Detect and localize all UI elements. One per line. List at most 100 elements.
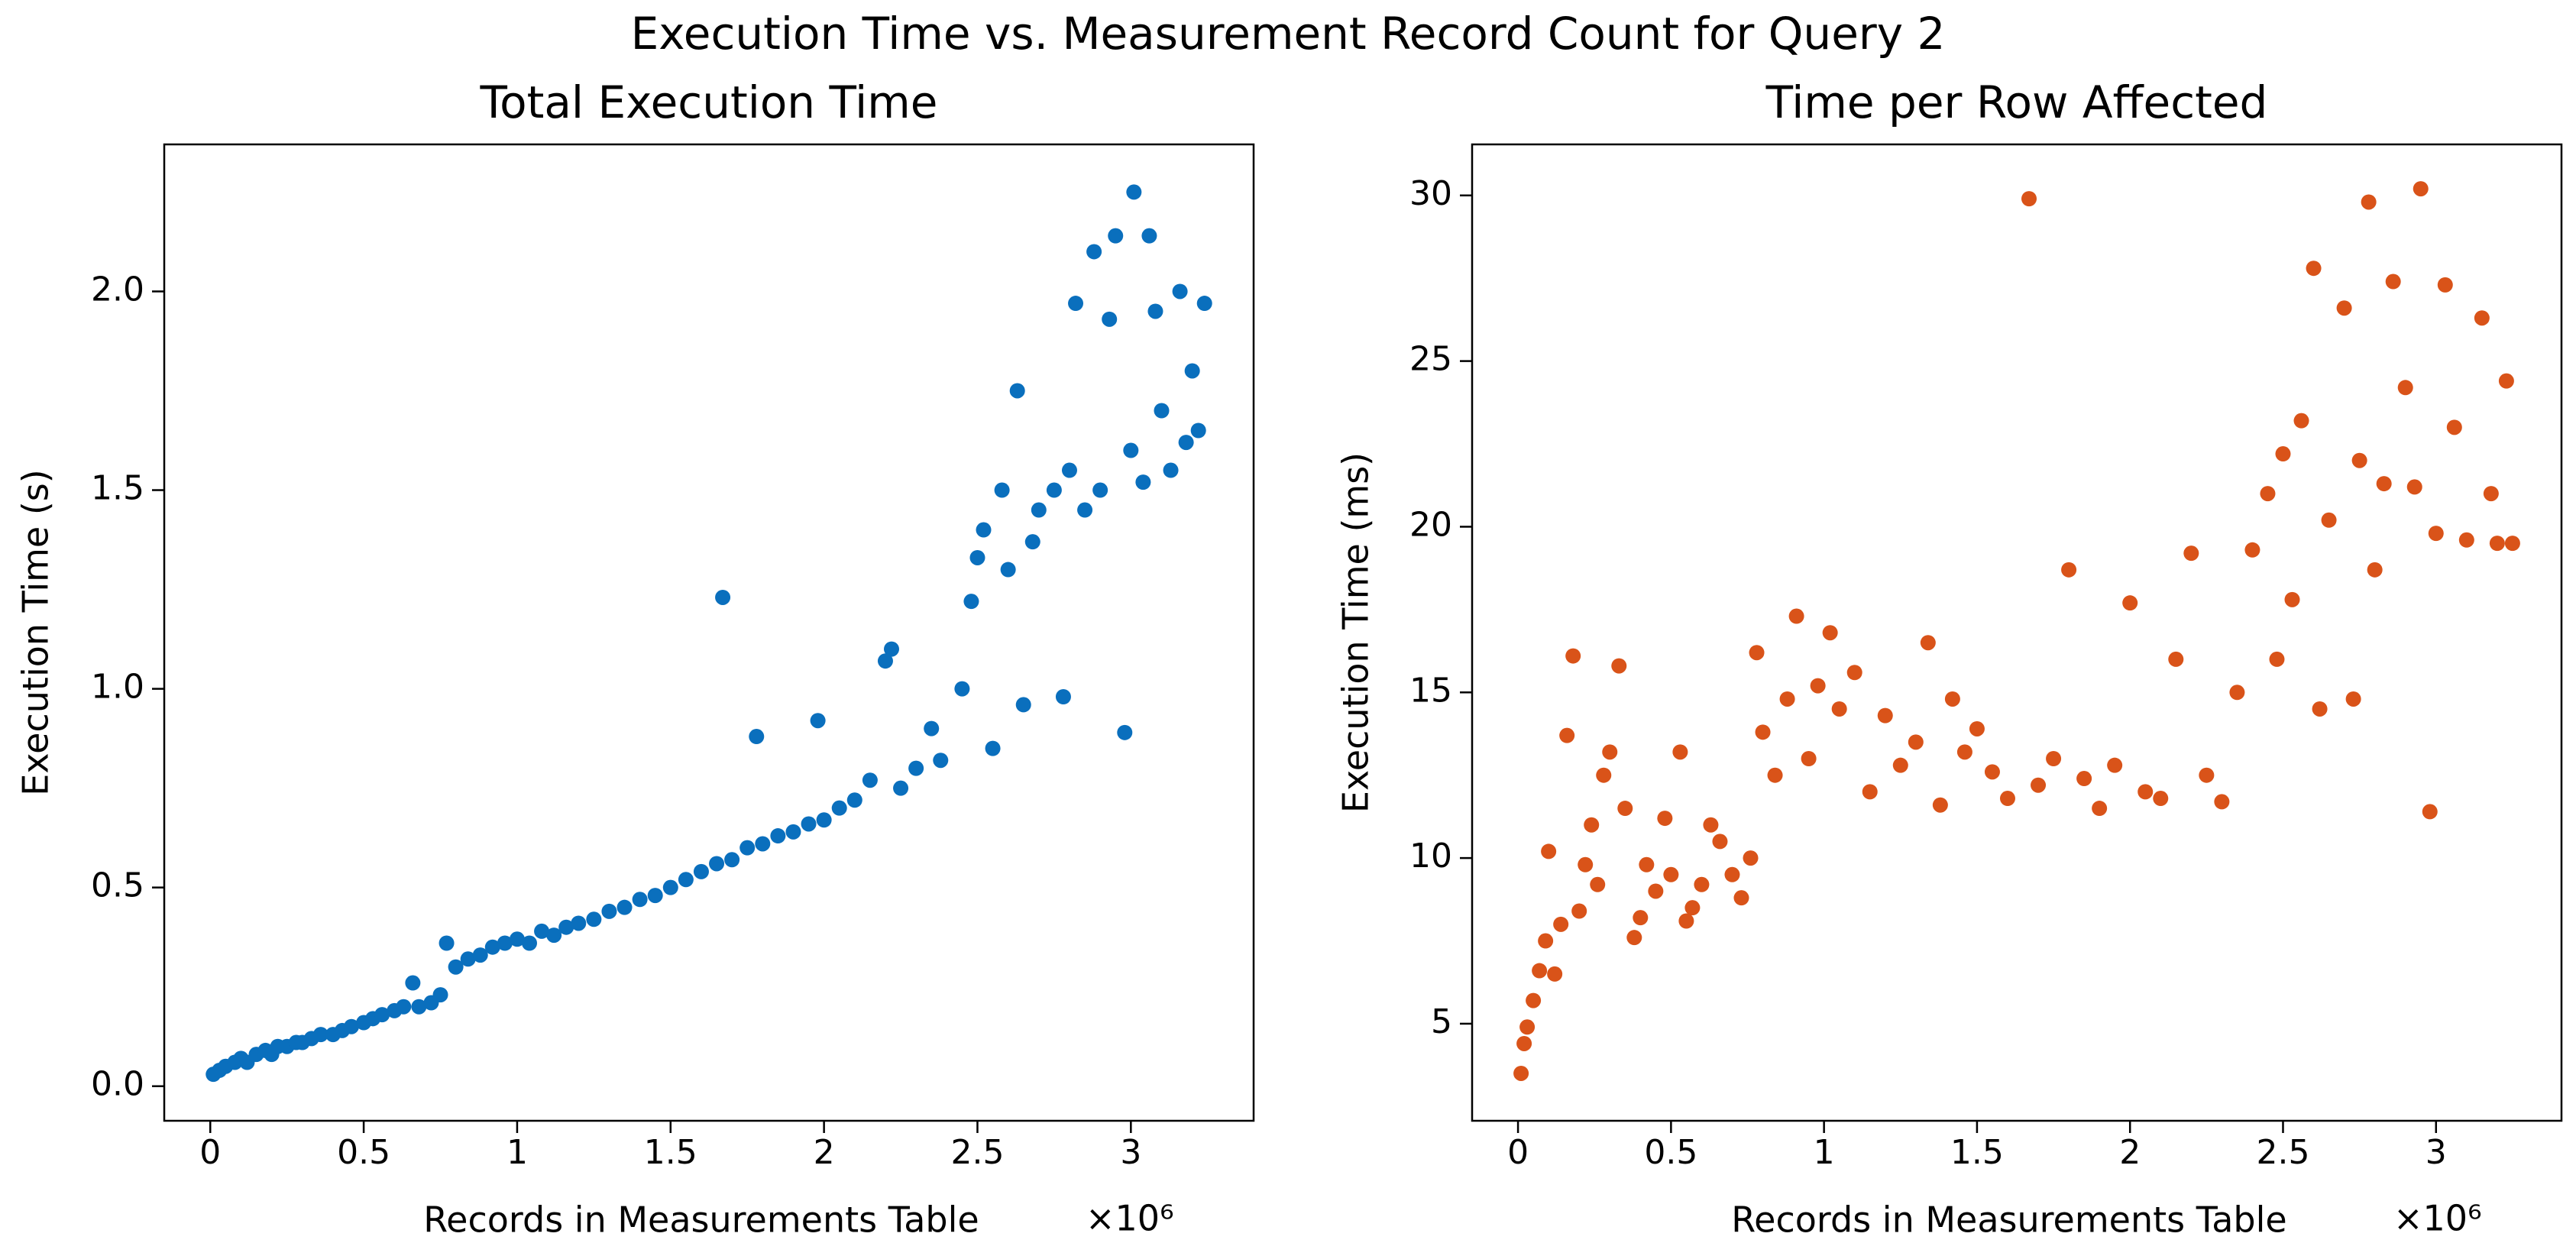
point (1712, 834, 1728, 850)
point (2428, 526, 2444, 542)
point (994, 482, 1010, 498)
point (801, 816, 817, 832)
x-offset-label: ×10⁶ (2393, 1198, 2482, 1239)
point (724, 852, 740, 868)
point (2284, 591, 2300, 607)
point (1055, 689, 1071, 705)
chart-title: Time per Row Affected (1765, 76, 2268, 128)
point (1596, 767, 1612, 783)
point (933, 753, 949, 769)
point (2406, 479, 2422, 495)
point (1617, 801, 1633, 817)
x-tick-label: 3 (2426, 1133, 2447, 1172)
point (2312, 701, 2328, 717)
y-tick-label: 0.5 (91, 866, 144, 905)
point (2021, 191, 2037, 207)
point (1126, 184, 1142, 200)
point (472, 947, 488, 963)
point (1516, 1035, 1532, 1051)
point (534, 923, 550, 939)
point (439, 935, 455, 951)
y-axis-label: Execution Time (s) (15, 469, 57, 795)
point (1172, 283, 1188, 299)
y-tick-label: 5 (1431, 1002, 1452, 1041)
point (497, 935, 513, 951)
point (344, 1018, 360, 1034)
point (2458, 532, 2474, 548)
point (2345, 691, 2361, 707)
point (1767, 767, 1783, 783)
point (1626, 930, 1642, 946)
point (877, 653, 893, 669)
point (1694, 876, 1710, 892)
point (2168, 651, 2184, 667)
point (810, 713, 826, 729)
point (1068, 296, 1084, 312)
point (831, 800, 847, 816)
point (1141, 228, 1157, 244)
point (1602, 744, 1618, 760)
point (1538, 933, 1554, 949)
point (2504, 536, 2520, 552)
point (1657, 811, 1673, 827)
point (884, 641, 900, 657)
point (755, 836, 771, 852)
point (1648, 883, 1664, 899)
point (2244, 542, 2260, 558)
point (411, 999, 427, 1015)
point (396, 999, 412, 1015)
point (1908, 734, 1924, 750)
x-tick-label: 0.5 (337, 1133, 390, 1172)
point (616, 899, 633, 915)
point (448, 959, 464, 975)
point (1184, 363, 1200, 379)
point (715, 589, 731, 605)
point (1513, 1065, 1529, 1081)
point (2306, 261, 2322, 277)
point (1846, 665, 1862, 681)
point (374, 1007, 390, 1023)
plot-frame (163, 143, 1255, 1122)
point (1565, 648, 1581, 664)
point (2214, 794, 2230, 810)
point (1733, 890, 1749, 906)
y-axis-label: Execution Time (ms) (1335, 452, 1377, 813)
point (1984, 764, 2000, 780)
point (2321, 512, 2337, 528)
point (1061, 462, 1077, 478)
point (2269, 651, 2285, 667)
point (1571, 903, 1587, 919)
y-tick-label: 1.5 (91, 469, 144, 508)
point (709, 856, 725, 872)
point (1999, 791, 2015, 807)
point (2437, 277, 2453, 293)
point (1196, 296, 1212, 312)
point (509, 931, 525, 947)
point (1086, 244, 1102, 260)
point (1920, 635, 1936, 651)
y-tick-label: 2.0 (91, 270, 144, 309)
point (1724, 866, 1740, 882)
point (571, 915, 587, 931)
point (2046, 751, 2062, 767)
point (693, 863, 709, 879)
point (1553, 916, 1569, 932)
point (1788, 608, 1804, 624)
point (2397, 380, 2413, 396)
point (2474, 310, 2490, 326)
point (2361, 194, 2377, 210)
y-tick-label: 0.0 (91, 1065, 144, 1104)
point (2122, 595, 2138, 611)
point (1178, 435, 1194, 451)
point (1123, 442, 1139, 458)
point (1009, 383, 1025, 399)
point (678, 872, 694, 888)
point (1969, 720, 1985, 736)
x-tick-label: 0.5 (1644, 1133, 1697, 1172)
point (969, 549, 985, 565)
x-tick-label: 2.5 (950, 1133, 1004, 1172)
point (963, 594, 979, 610)
point (976, 522, 992, 538)
x-axis-label: Records in Measurements Table (1731, 1199, 2286, 1241)
point (1077, 502, 1093, 518)
